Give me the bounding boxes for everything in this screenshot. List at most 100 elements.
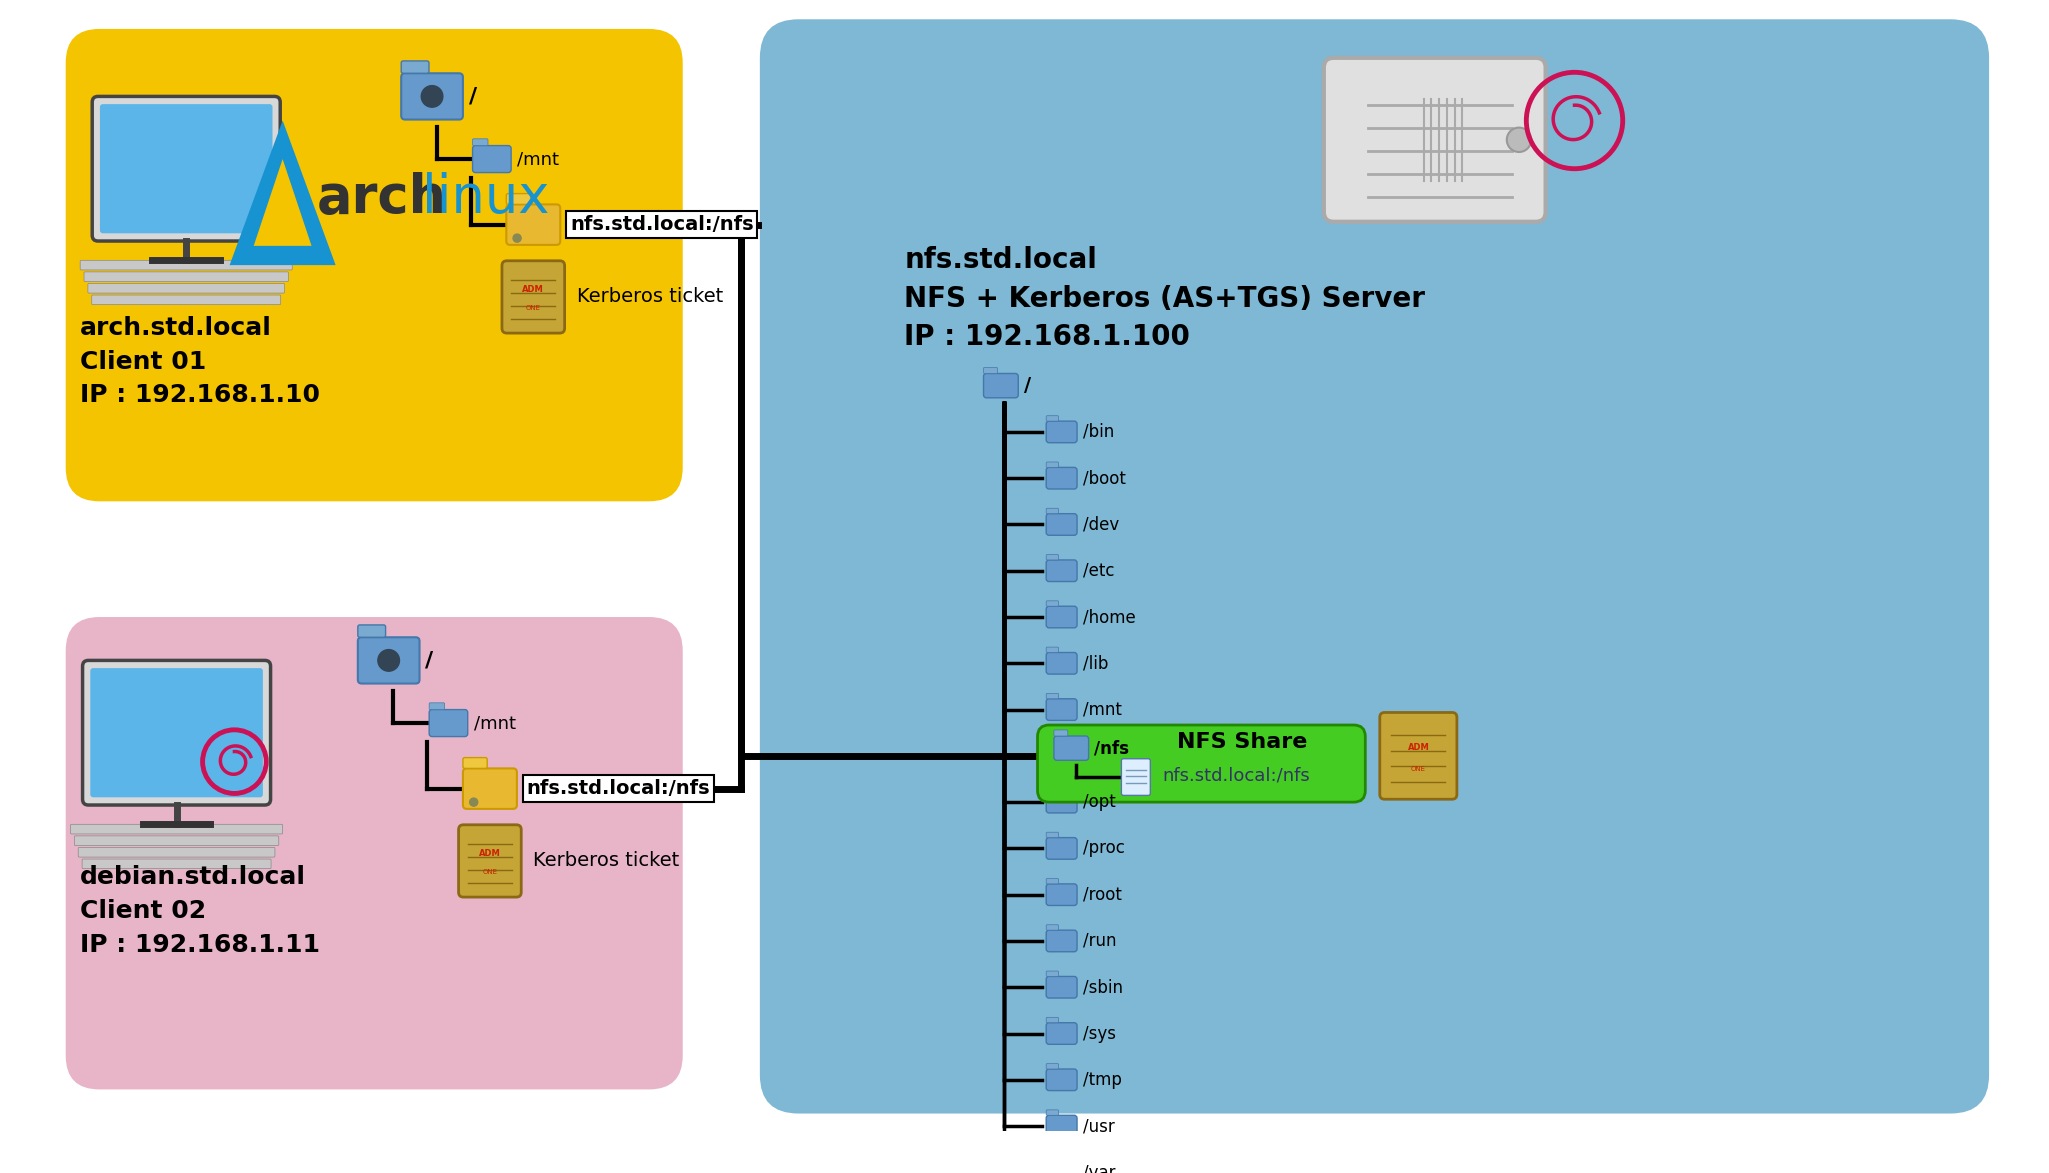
FancyBboxPatch shape (90, 669, 262, 798)
Text: /nfs: /nfs (1094, 739, 1129, 757)
FancyBboxPatch shape (74, 836, 279, 846)
Text: /mnt: /mnt (516, 150, 559, 168)
FancyBboxPatch shape (70, 825, 283, 834)
Text: /tmp: /tmp (1082, 1071, 1121, 1089)
FancyBboxPatch shape (82, 859, 270, 869)
FancyBboxPatch shape (1047, 1017, 1059, 1023)
FancyBboxPatch shape (92, 296, 281, 305)
Text: NFS + Kerberos (AS+TGS) Server: NFS + Kerberos (AS+TGS) Server (904, 285, 1426, 313)
FancyBboxPatch shape (1047, 976, 1078, 998)
Text: /var: /var (1082, 1164, 1115, 1173)
FancyBboxPatch shape (1047, 508, 1059, 514)
FancyBboxPatch shape (1047, 601, 1059, 606)
FancyBboxPatch shape (1047, 606, 1078, 628)
Text: /: / (1024, 377, 1031, 395)
FancyBboxPatch shape (473, 145, 510, 172)
Text: nfs.std.local:/nfs: nfs.std.local:/nfs (1164, 766, 1311, 784)
Text: /sys: /sys (1082, 1024, 1117, 1043)
Polygon shape (229, 121, 336, 265)
FancyBboxPatch shape (1047, 971, 1059, 976)
Text: ADM: ADM (522, 285, 545, 294)
FancyBboxPatch shape (80, 260, 293, 270)
Text: arch: arch (316, 171, 447, 224)
FancyBboxPatch shape (88, 284, 285, 293)
FancyBboxPatch shape (1047, 560, 1078, 582)
FancyBboxPatch shape (82, 660, 270, 805)
Text: /bin: /bin (1082, 423, 1115, 441)
Text: Kerberos ticket: Kerberos ticket (533, 852, 680, 870)
Text: nfs.std.local:/nfs: nfs.std.local:/nfs (527, 779, 711, 798)
FancyBboxPatch shape (359, 637, 420, 684)
FancyBboxPatch shape (1047, 838, 1078, 859)
Text: ONE: ONE (1412, 766, 1426, 772)
FancyBboxPatch shape (359, 625, 385, 637)
Text: debian.std.local: debian.std.local (80, 866, 305, 889)
Text: /mnt: /mnt (1082, 700, 1121, 719)
FancyBboxPatch shape (463, 758, 488, 768)
Text: IP : 192.168.1.100: IP : 192.168.1.100 (904, 324, 1190, 352)
Text: IP : 192.168.1.11: IP : 192.168.1.11 (80, 933, 320, 957)
FancyBboxPatch shape (984, 373, 1018, 398)
FancyBboxPatch shape (66, 617, 682, 1090)
Text: Client 01: Client 01 (80, 350, 207, 373)
Circle shape (377, 650, 400, 671)
FancyBboxPatch shape (1047, 832, 1059, 838)
FancyBboxPatch shape (1047, 1064, 1059, 1069)
Text: /etc: /etc (1082, 562, 1115, 579)
FancyBboxPatch shape (100, 104, 273, 233)
FancyBboxPatch shape (92, 96, 281, 240)
Text: /: / (469, 87, 477, 107)
Circle shape (422, 86, 443, 107)
FancyBboxPatch shape (1324, 57, 1545, 222)
FancyBboxPatch shape (1047, 462, 1059, 467)
FancyBboxPatch shape (502, 260, 566, 333)
FancyBboxPatch shape (402, 61, 428, 73)
Text: nfs.std.local: nfs.std.local (904, 246, 1098, 274)
FancyBboxPatch shape (1047, 421, 1078, 442)
FancyBboxPatch shape (984, 367, 998, 373)
FancyBboxPatch shape (402, 73, 463, 120)
Text: /usr: /usr (1082, 1117, 1115, 1135)
Text: /root: /root (1082, 886, 1121, 903)
FancyBboxPatch shape (66, 29, 682, 501)
FancyBboxPatch shape (1047, 555, 1059, 560)
FancyBboxPatch shape (1047, 699, 1078, 720)
FancyBboxPatch shape (1121, 759, 1149, 795)
Text: /sbin: /sbin (1082, 978, 1123, 996)
FancyBboxPatch shape (1047, 1157, 1059, 1161)
Text: /run: /run (1082, 933, 1117, 950)
FancyBboxPatch shape (1047, 1161, 1078, 1173)
FancyBboxPatch shape (1037, 725, 1365, 802)
Text: /mnt: /mnt (473, 714, 516, 732)
FancyBboxPatch shape (1047, 792, 1078, 813)
FancyBboxPatch shape (84, 272, 289, 282)
FancyBboxPatch shape (428, 703, 445, 710)
FancyBboxPatch shape (1047, 924, 1059, 930)
Text: ONE: ONE (527, 305, 541, 311)
FancyBboxPatch shape (506, 194, 531, 204)
FancyBboxPatch shape (1379, 712, 1457, 799)
FancyBboxPatch shape (1047, 1023, 1078, 1044)
FancyBboxPatch shape (1047, 693, 1059, 699)
Text: ADM: ADM (1408, 743, 1430, 752)
FancyBboxPatch shape (1047, 514, 1078, 535)
Text: /boot: /boot (1082, 469, 1125, 487)
Circle shape (512, 235, 520, 242)
FancyBboxPatch shape (1047, 1116, 1078, 1137)
FancyBboxPatch shape (1053, 735, 1088, 760)
Text: Client 02: Client 02 (80, 899, 207, 923)
FancyBboxPatch shape (463, 768, 516, 809)
Text: ONE: ONE (482, 869, 498, 875)
FancyBboxPatch shape (428, 710, 467, 737)
FancyBboxPatch shape (1047, 467, 1078, 489)
FancyBboxPatch shape (459, 825, 520, 897)
Text: /home: /home (1082, 608, 1135, 626)
Text: NFS Share: NFS Share (1178, 732, 1307, 752)
FancyBboxPatch shape (1047, 884, 1078, 906)
Text: /proc: /proc (1082, 840, 1125, 857)
Circle shape (1506, 128, 1531, 152)
Text: /: / (426, 650, 434, 671)
FancyBboxPatch shape (473, 138, 488, 145)
FancyBboxPatch shape (506, 204, 559, 245)
Circle shape (469, 798, 477, 806)
